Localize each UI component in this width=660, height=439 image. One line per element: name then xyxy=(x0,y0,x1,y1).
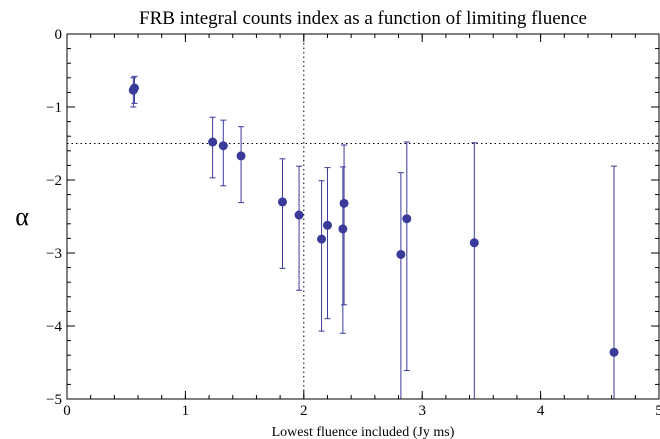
data-point xyxy=(338,224,348,234)
y-tick-label: −4 xyxy=(46,319,62,335)
data-point xyxy=(402,214,412,224)
data-point xyxy=(208,137,218,147)
x-axis-label: Lowest fluence included (Jy ms) xyxy=(272,425,455,439)
data-point xyxy=(609,347,619,357)
y-tick-label: 0 xyxy=(55,27,63,43)
data-point xyxy=(236,151,246,161)
y-tick-label: −3 xyxy=(46,246,62,262)
y-axis-label: α xyxy=(15,202,29,231)
reference-lines xyxy=(67,34,659,399)
x-tick-label: 3 xyxy=(418,403,426,419)
plot-frame xyxy=(66,33,660,400)
y-tick-label: −2 xyxy=(46,173,62,189)
x-tick-label: 2 xyxy=(300,403,308,419)
data-point xyxy=(218,141,228,151)
data-point xyxy=(294,210,304,220)
data-point xyxy=(129,83,139,93)
y-tick-label: −5 xyxy=(46,392,62,408)
data-point xyxy=(322,220,332,230)
x-tick-label: 0 xyxy=(63,403,71,419)
chart-title: FRB integral counts index as a function … xyxy=(139,8,587,29)
y-tick-label: −1 xyxy=(46,100,62,116)
x-tick-label: 4 xyxy=(537,403,545,419)
data-point xyxy=(339,198,349,208)
x-tick-label: 1 xyxy=(182,403,190,419)
data-point xyxy=(317,234,327,244)
data-points xyxy=(128,83,619,357)
x-tick-label: 5 xyxy=(655,403,660,419)
data-point xyxy=(469,238,479,248)
error-bars xyxy=(130,75,618,399)
data-point xyxy=(277,197,287,207)
data-point xyxy=(396,249,406,259)
